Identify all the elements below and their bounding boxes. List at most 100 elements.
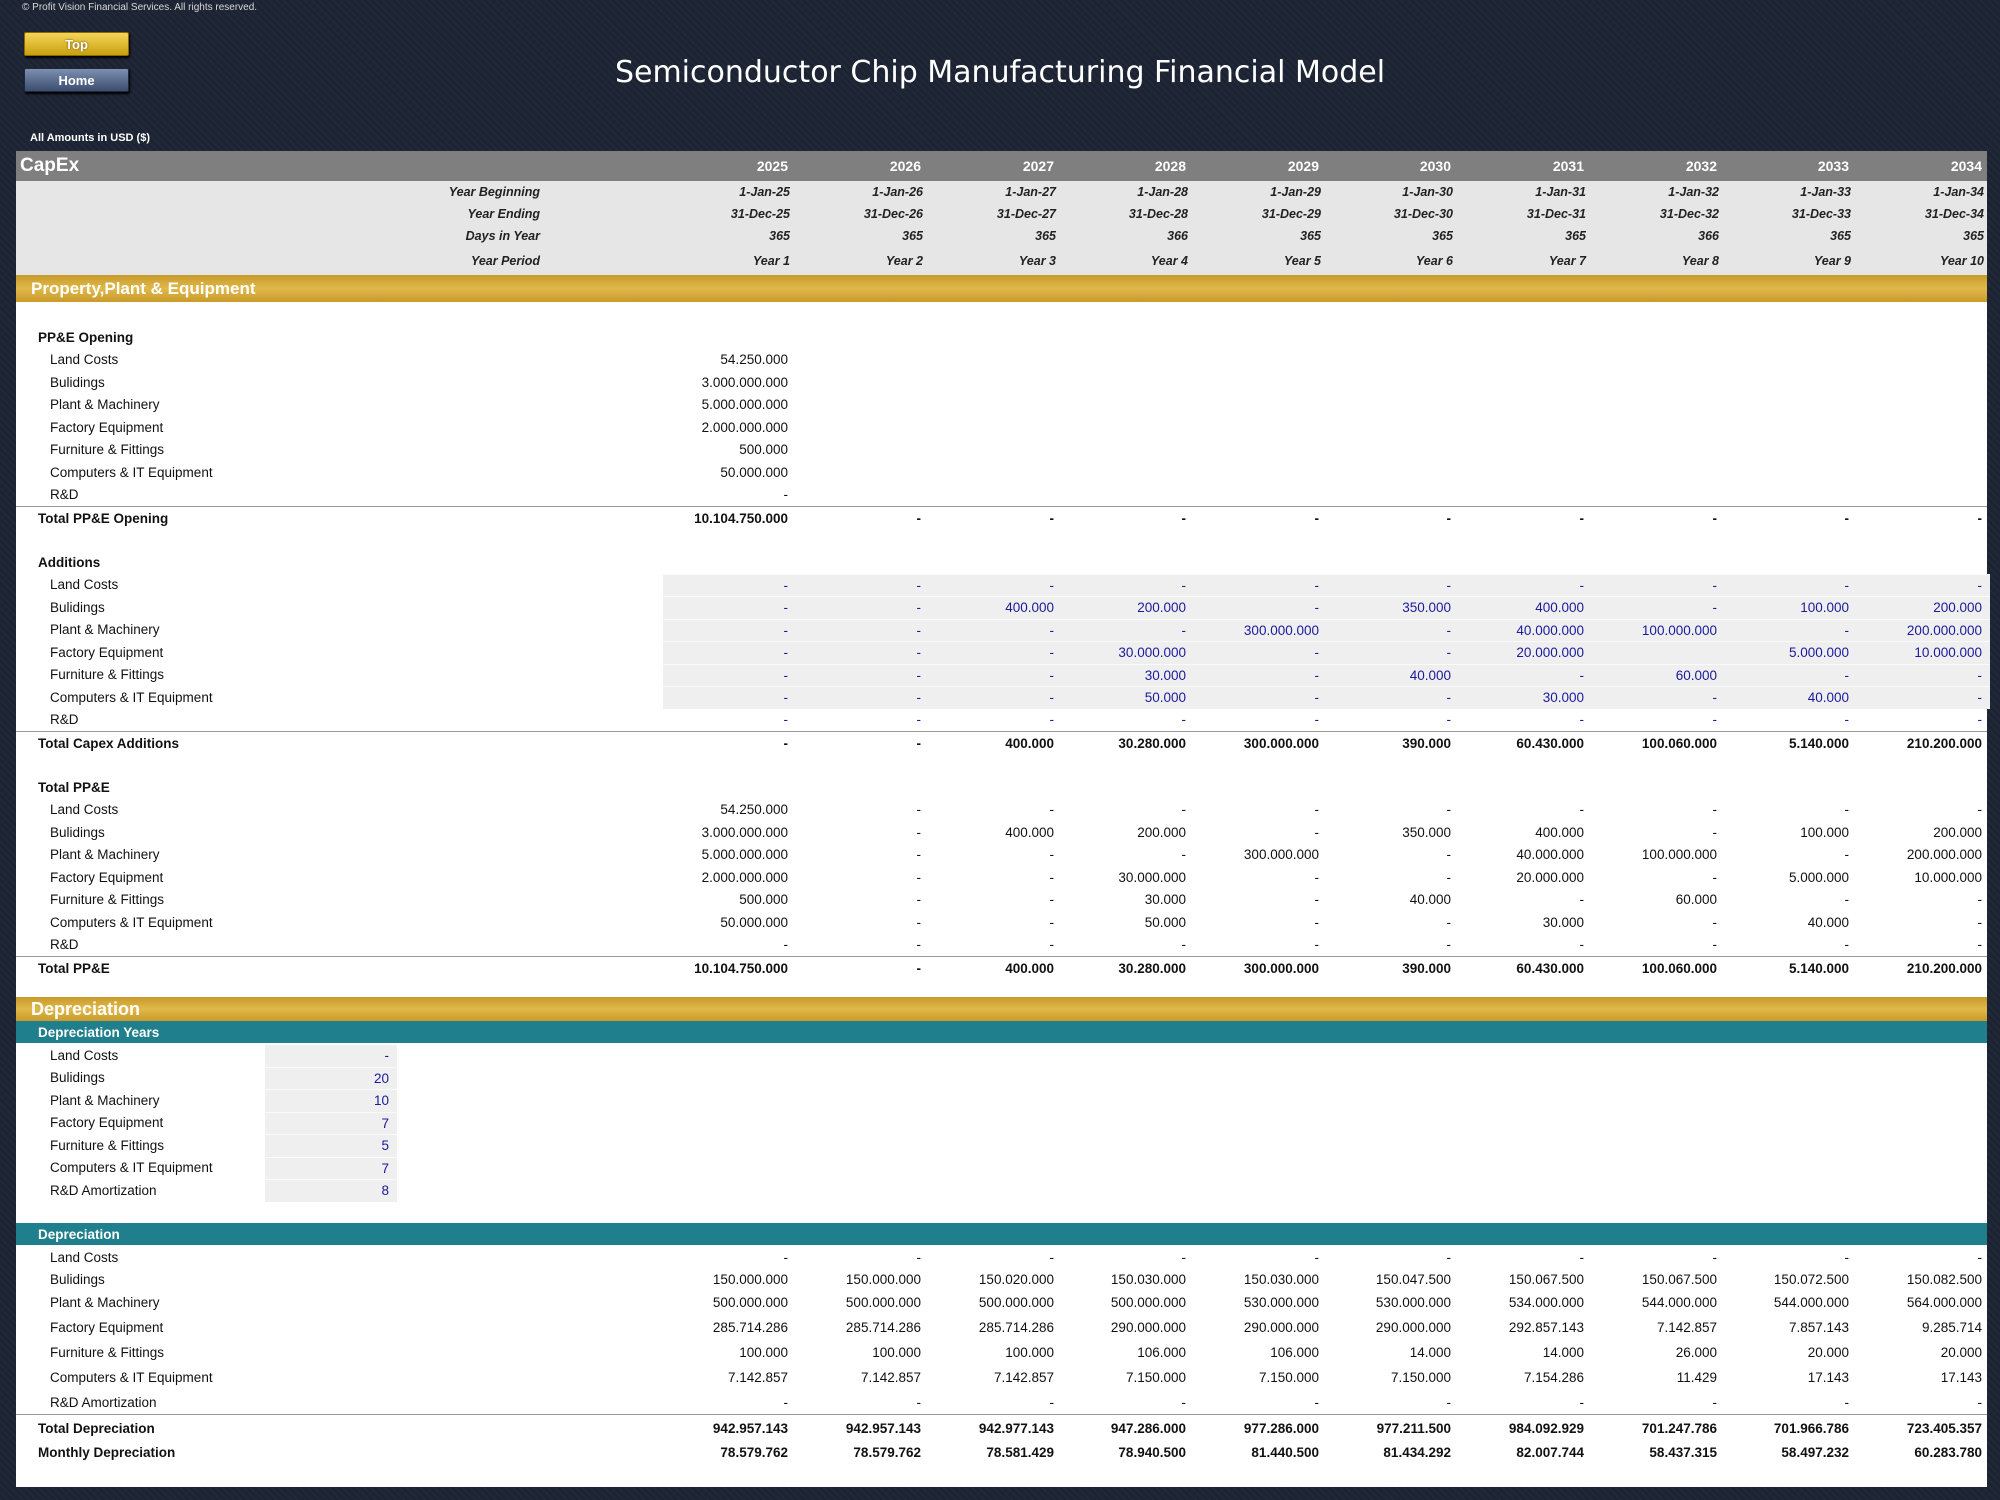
addition-input-cell[interactable]: -: [783, 712, 789, 728]
addition-input-cell[interactable]: 200.000.000: [1857, 618, 1990, 641]
addition-input-cell[interactable]: -: [1326, 641, 1459, 664]
addition-input-cell[interactable]: -: [796, 641, 929, 664]
addition-input-cell[interactable]: -: [1326, 686, 1459, 709]
addition-input-cell[interactable]: -: [796, 686, 929, 709]
addition-input-cell[interactable]: -: [1326, 618, 1459, 641]
dep-years-input[interactable]: 10: [265, 1089, 397, 1112]
addition-input-cell[interactable]: -: [1977, 712, 1983, 728]
ppe-value: 60.000: [1675, 892, 1717, 908]
addition-input-cell[interactable]: 100.000: [1724, 596, 1857, 619]
timeline-value: Year 10: [1939, 254, 1984, 268]
addition-input-cell[interactable]: -: [1194, 641, 1327, 664]
addition-input-cell[interactable]: -: [1049, 712, 1055, 728]
addition-input-cell[interactable]: -: [1181, 712, 1187, 728]
timeline-value: 365: [1300, 229, 1321, 243]
addition-input-cell[interactable]: -: [929, 641, 1062, 664]
addition-input-cell[interactable]: -: [1194, 573, 1327, 596]
addition-input-cell[interactable]: -: [1724, 573, 1857, 596]
addition-input-cell[interactable]: 350.000: [1326, 596, 1459, 619]
timeline-row: Year Ending 31-Dec-25 31-Dec-26 31-Dec-27 31…: [16, 203, 1987, 225]
addition-input-cell[interactable]: -: [1844, 712, 1850, 728]
addition-input-cell[interactable]: -: [1857, 686, 1990, 709]
addition-input-cell[interactable]: -: [929, 618, 1062, 641]
addition-input-cell[interactable]: -: [1857, 663, 1990, 686]
addition-input-cell[interactable]: -: [796, 596, 929, 619]
addition-input-cell[interactable]: -: [1446, 712, 1452, 728]
addition-input-cell[interactable]: -: [663, 686, 796, 709]
addition-input-cell[interactable]: -: [663, 596, 796, 619]
addition-input-cell[interactable]: 400.000: [1459, 596, 1592, 619]
addition-input-cell[interactable]: 30.000: [1061, 663, 1194, 686]
ppe-value: -: [1977, 892, 1983, 908]
section-subtitle: Additions: [38, 554, 101, 570]
timeline-value: 1-Jan-25: [739, 185, 790, 199]
asset-label: Computers & IT Equipment: [50, 689, 213, 705]
dep-years-input[interactable]: 5: [265, 1134, 397, 1157]
addition-input-cell[interactable]: -: [1459, 573, 1592, 596]
addition-input-cell[interactable]: 40.000: [1326, 663, 1459, 686]
total-value: 942.977.143: [978, 1420, 1054, 1436]
addition-input-cell[interactable]: 40.000: [1724, 686, 1857, 709]
top-button[interactable]: Top: [24, 32, 129, 56]
addition-input-cell[interactable]: -: [1724, 663, 1857, 686]
depreciation-value: 100.000: [1005, 1345, 1054, 1360]
addition-input-cell[interactable]: -: [1592, 573, 1725, 596]
addition-input-cell[interactable]: 400.000: [929, 596, 1062, 619]
ppe-value: -: [1446, 869, 1452, 885]
addition-input-cell[interactable]: -: [929, 573, 1062, 596]
addition-input-cell[interactable]: -: [796, 573, 929, 596]
addition-input-cell[interactable]: 30.000: [1459, 686, 1592, 709]
addition-input-cell[interactable]: -: [663, 573, 796, 596]
addition-input-cell[interactable]: -: [1579, 712, 1585, 728]
addition-input-cell[interactable]: -: [1194, 596, 1327, 619]
monthly-value: 82.007.744: [1516, 1444, 1584, 1460]
addition-input-cell[interactable]: -: [1724, 618, 1857, 641]
addition-input-cell[interactable]: 50.000: [1061, 686, 1194, 709]
addition-input-cell[interactable]: 100.000.000: [1592, 618, 1725, 641]
dep-years-input[interactable]: 20: [265, 1066, 397, 1089]
addition-input-cell[interactable]: -: [929, 686, 1062, 709]
home-button[interactable]: Home: [24, 68, 129, 92]
dep-years-input[interactable]: 7: [265, 1156, 397, 1179]
addition-input-cell[interactable]: -: [663, 618, 796, 641]
addition-input-cell[interactable]: 60.000: [1592, 663, 1725, 686]
addition-input-cell[interactable]: -: [1194, 686, 1327, 709]
addition-input-cell[interactable]: 200.000: [1857, 596, 1990, 619]
addition-input-cell[interactable]: -: [663, 641, 796, 664]
addition-input-cell[interactable]: 10.000.000: [1857, 641, 1990, 664]
addition-input-cell[interactable]: -: [796, 663, 929, 686]
addition-input-cell[interactable]: -: [916, 712, 922, 728]
timeline-value: 1-Jan-32: [1668, 185, 1719, 199]
asset-label: Plant & Machinery: [50, 622, 160, 638]
timeline-value: 1-Jan-33: [1800, 185, 1851, 199]
addition-input-cell[interactable]: -: [663, 663, 796, 686]
timeline-value: 31-Dec-33: [1791, 207, 1851, 221]
addition-input-cell[interactable]: -: [929, 663, 1062, 686]
addition-input-cell[interactable]: -: [1712, 712, 1718, 728]
dep-years-input[interactable]: -: [265, 1044, 397, 1067]
addition-input-cell[interactable]: -: [796, 618, 929, 641]
addition-input-cell[interactable]: 20.000.000: [1459, 641, 1592, 664]
addition-input-cell[interactable]: [1592, 641, 1725, 664]
addition-input-cell[interactable]: -: [1459, 663, 1592, 686]
addition-input-cell[interactable]: -: [1326, 573, 1459, 596]
addition-input-cell[interactable]: 30.000.000: [1061, 641, 1194, 664]
addition-input-cell[interactable]: 5.000.000: [1724, 641, 1857, 664]
addition-input-cell[interactable]: -: [1857, 573, 1990, 596]
depreciation-value: -: [1049, 1250, 1055, 1265]
addition-input-cell[interactable]: -: [1592, 596, 1725, 619]
addition-input-cell[interactable]: -: [1061, 618, 1194, 641]
dep-years-input[interactable]: 7: [265, 1111, 397, 1134]
addition-input-cell[interactable]: -: [1314, 712, 1320, 728]
total-value: 210.200.000: [1906, 960, 1982, 976]
dep-years-input[interactable]: 8: [265, 1179, 397, 1202]
total-ppe-row: R&D - - - - - - - - - -: [16, 934, 1987, 957]
addition-input-cell[interactable]: 200.000: [1061, 596, 1194, 619]
addition-input-cell[interactable]: 40.000.000: [1459, 618, 1592, 641]
addition-input-cell[interactable]: -: [1061, 573, 1194, 596]
addition-input-cell[interactable]: 300.000.000: [1194, 618, 1327, 641]
opening-value: 50.000.000: [720, 464, 788, 480]
addition-input-cell[interactable]: -: [1194, 663, 1327, 686]
depreciation-row: Bulidings 150.000.000 150.000.000 150.020.0…: [16, 1268, 1987, 1291]
addition-input-cell[interactable]: -: [1592, 686, 1725, 709]
